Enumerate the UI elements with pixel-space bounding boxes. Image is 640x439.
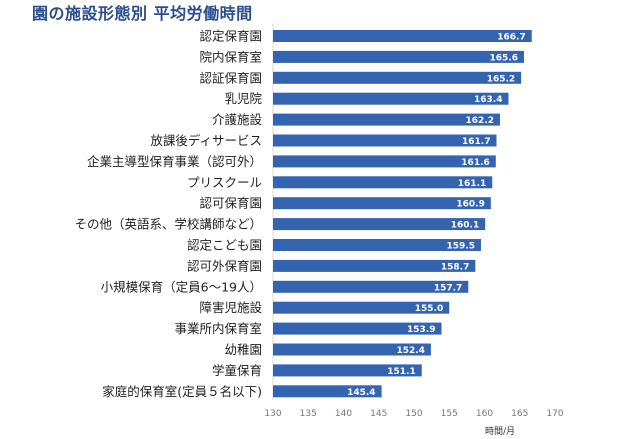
- x-axis-label: 時間/月: [485, 426, 515, 437]
- bar: [273, 385, 382, 398]
- bar: [273, 301, 450, 314]
- x-tick-label: 160: [476, 409, 493, 419]
- data-label: 161.7: [462, 137, 490, 147]
- category-label: 事業所内保育室: [174, 321, 262, 336]
- category-label: 介護施設: [212, 112, 263, 127]
- bar: [273, 239, 481, 251]
- category-label: 企業主導型保育事業（認可外）: [87, 154, 262, 169]
- category-label: 認可保育園: [199, 196, 262, 211]
- data-label: 166.7: [497, 33, 525, 43]
- data-label: 160.9: [456, 200, 484, 210]
- chart-title: 園の施設形態別 平均労働時間: [32, 4, 253, 23]
- data-label: 155.0: [415, 304, 443, 314]
- bar: [273, 218, 486, 231]
- category-label: 認可外保育園: [187, 258, 262, 273]
- data-label: 165.6: [490, 53, 518, 63]
- category-label: 放課後ディサービス: [150, 133, 262, 148]
- bar: [273, 155, 496, 168]
- bar: [273, 50, 524, 63]
- category-label: プリスクール: [187, 175, 262, 190]
- bar: [273, 280, 469, 293]
- data-label: 163.4: [474, 95, 502, 105]
- data-label: 145.4: [347, 388, 375, 398]
- x-tick-label: 165: [511, 409, 528, 419]
- category-label: 認証保育園: [199, 70, 262, 85]
- data-label: 157.7: [434, 283, 462, 293]
- x-tick-label: 155: [441, 409, 458, 419]
- data-label: 152.4: [396, 346, 424, 356]
- x-tick-label: 135: [300, 409, 317, 419]
- bar: [273, 113, 501, 126]
- bar: [273, 176, 493, 189]
- category-label: 家庭的保育室(定員５名以下): [102, 384, 262, 399]
- category-label: 認定こども園: [187, 238, 262, 253]
- data-label: 151.1: [387, 367, 415, 377]
- category-label: 障害児施設: [199, 300, 262, 315]
- data-label: 161.1: [458, 179, 486, 189]
- x-tick-label: 145: [370, 409, 387, 419]
- x-tick-label: 130: [264, 409, 281, 419]
- category-label: 幼稚園: [224, 342, 262, 357]
- data-label: 165.2: [487, 74, 515, 84]
- data-label: 159.5: [447, 242, 475, 252]
- category-label: 小規模保育（定員6～19人）: [101, 279, 262, 294]
- bar: [273, 30, 532, 42]
- bar: [273, 71, 522, 84]
- data-label: 161.6: [461, 158, 489, 168]
- bar: [273, 92, 509, 105]
- x-tick-label: 140: [335, 409, 352, 419]
- data-label: 158.7: [441, 262, 469, 272]
- category-label: 乳児院: [224, 91, 262, 106]
- category-label: 院内保育室: [199, 49, 262, 64]
- bar: [273, 134, 497, 147]
- x-tick-label: 150: [405, 409, 422, 419]
- data-label: 160.1: [451, 221, 479, 231]
- x-tick-label: 170: [546, 409, 563, 419]
- bar: [273, 343, 431, 356]
- category-label: 学童保育: [212, 363, 262, 378]
- bar: [273, 197, 491, 210]
- data-label: 162.2: [466, 116, 494, 126]
- bar: [273, 259, 476, 272]
- category-label: その他（英語系、学校講師など）: [74, 217, 262, 232]
- category-label: 認定保育園: [199, 29, 262, 44]
- bar: [273, 364, 422, 377]
- data-label: 153.9: [407, 325, 435, 335]
- bar: [273, 322, 442, 335]
